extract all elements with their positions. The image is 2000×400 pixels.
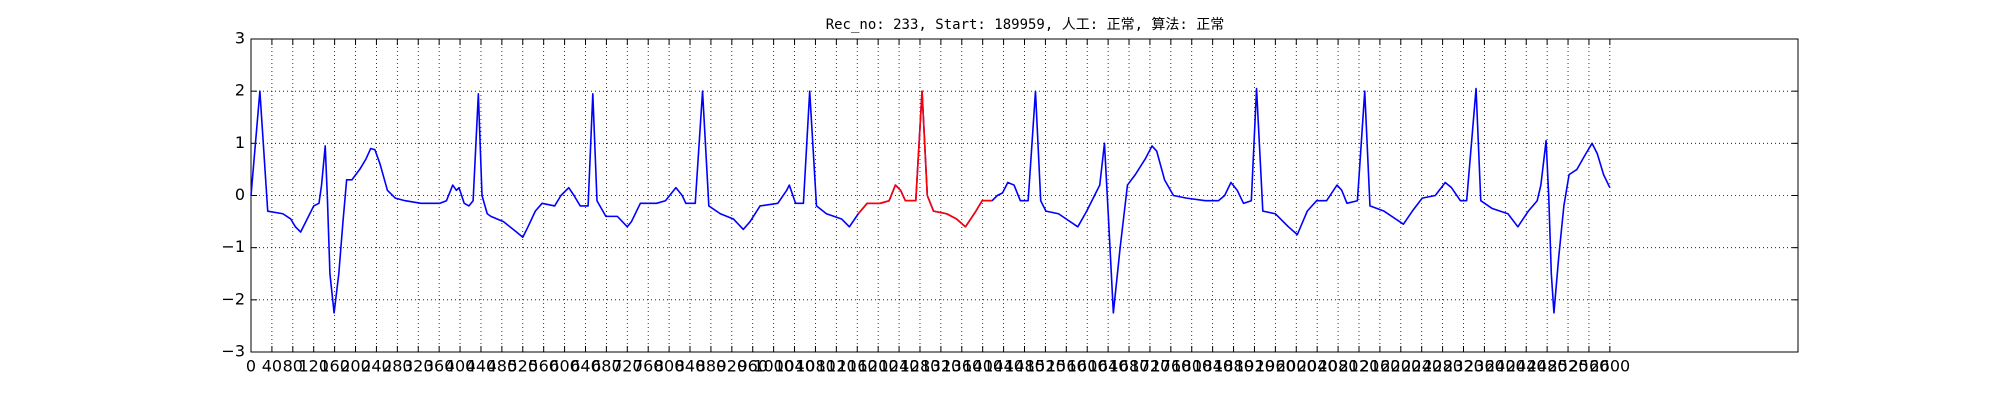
x-tick-label: 1720 bbox=[1130, 357, 1171, 376]
x-tick-label: 920 bbox=[717, 357, 748, 376]
x-tick-label: 1800 bbox=[1171, 357, 1212, 376]
x-tick-label: 2000 bbox=[1276, 357, 1317, 376]
x-tick-label: 1080 bbox=[795, 357, 836, 376]
x-tick-label: 1120 bbox=[816, 357, 857, 376]
x-tick-label: 1000 bbox=[753, 357, 794, 376]
x-tick-label: 1200 bbox=[858, 357, 899, 376]
x-tick-label: 1880 bbox=[1213, 357, 1254, 376]
x-tick-label: 2280 bbox=[1422, 357, 1463, 376]
x-tick-label: 1600 bbox=[1067, 357, 1108, 376]
x-tick-label: 880 bbox=[696, 357, 727, 376]
x-tick-label: 1320 bbox=[921, 357, 962, 376]
x-tick-label: 1560 bbox=[1046, 357, 1087, 376]
x-tick-label: 1440 bbox=[983, 357, 1024, 376]
x-tick-label: 2080 bbox=[1318, 357, 1359, 376]
x-tick-label: 280 bbox=[382, 357, 413, 376]
x-tick-label: 80 bbox=[283, 357, 303, 376]
x-tick-label: 2240 bbox=[1401, 357, 1442, 376]
x-tick-label: 2440 bbox=[1506, 357, 1547, 376]
x-tick-label: 2120 bbox=[1339, 357, 1380, 376]
ecg-line bbox=[250, 87, 1611, 314]
x-tick-label: 2400 bbox=[1485, 357, 1526, 376]
x-tick-label: 1680 bbox=[1109, 357, 1150, 376]
y-tick-label: −3 bbox=[221, 342, 245, 361]
y-tick-label: 1 bbox=[235, 133, 245, 152]
x-tick-label: 560 bbox=[528, 357, 559, 376]
x-tick-label: 2320 bbox=[1443, 357, 1484, 376]
x-tick-label: 2160 bbox=[1360, 357, 1401, 376]
x-tick-label: 2360 bbox=[1464, 357, 1505, 376]
x-tick-label: 720 bbox=[612, 357, 643, 376]
x-tick-label: 1280 bbox=[900, 357, 941, 376]
x-tick-label: 520 bbox=[507, 357, 538, 376]
y-tick-label: 0 bbox=[235, 185, 245, 204]
x-tick-label: 600 bbox=[549, 357, 580, 376]
x-tick-label: 400 bbox=[445, 357, 476, 376]
x-tick-label: 0 bbox=[246, 357, 256, 376]
x-tick-label: 320 bbox=[403, 357, 434, 376]
x-tick-label: 960 bbox=[737, 357, 768, 376]
ecg-line bbox=[857, 90, 993, 228]
x-tick-label: 1480 bbox=[1004, 357, 1045, 376]
x-tick-label: 800 bbox=[654, 357, 685, 376]
x-tick-label: 2200 bbox=[1380, 357, 1421, 376]
x-tick-label: 2560 bbox=[1569, 357, 1610, 376]
x-tick-label: 1240 bbox=[879, 357, 920, 376]
chart-title: Rec_no: 233, Start: 189959, 人工: 正常, 算法: … bbox=[826, 17, 1225, 33]
x-tick-label: 2520 bbox=[1548, 357, 1589, 376]
x-tick-label: 1760 bbox=[1150, 357, 1191, 376]
x-tick-label: 1520 bbox=[1025, 357, 1066, 376]
x-tick-label: 2040 bbox=[1297, 357, 1338, 376]
x-tick-label: 1920 bbox=[1234, 357, 1275, 376]
y-tick-label: −1 bbox=[221, 237, 245, 256]
x-tick-label: 2600 bbox=[1589, 357, 1630, 376]
x-tick-label: 840 bbox=[675, 357, 706, 376]
x-tick-label: 40 bbox=[262, 357, 282, 376]
x-tick-label: 1040 bbox=[774, 357, 815, 376]
x-tick-label: 760 bbox=[633, 357, 664, 376]
x-tick-label: 1960 bbox=[1255, 357, 1296, 376]
x-tick-label: 1840 bbox=[1192, 357, 1233, 376]
x-tick-label: 2480 bbox=[1527, 357, 1568, 376]
x-tick-label: 640 bbox=[570, 357, 601, 376]
x-tick-label: 1640 bbox=[1088, 357, 1129, 376]
x-tick-label: 160 bbox=[319, 357, 350, 376]
y-tick-label: −2 bbox=[221, 289, 245, 308]
x-tick-label: 120 bbox=[298, 357, 329, 376]
x-tick-label: 240 bbox=[361, 357, 392, 376]
x-tick-label: 360 bbox=[424, 357, 455, 376]
x-tick-label: 1160 bbox=[837, 357, 878, 376]
y-tick-label: 2 bbox=[235, 81, 245, 100]
x-tick-label: 480 bbox=[487, 357, 518, 376]
x-tick-label: 680 bbox=[591, 357, 622, 376]
x-tick-label: 1400 bbox=[962, 357, 1003, 376]
y-tick-label: 3 bbox=[235, 29, 245, 48]
x-tick-label: 440 bbox=[466, 357, 497, 376]
x-tick-label: 1360 bbox=[941, 357, 982, 376]
x-tick-label: 200 bbox=[340, 357, 371, 376]
